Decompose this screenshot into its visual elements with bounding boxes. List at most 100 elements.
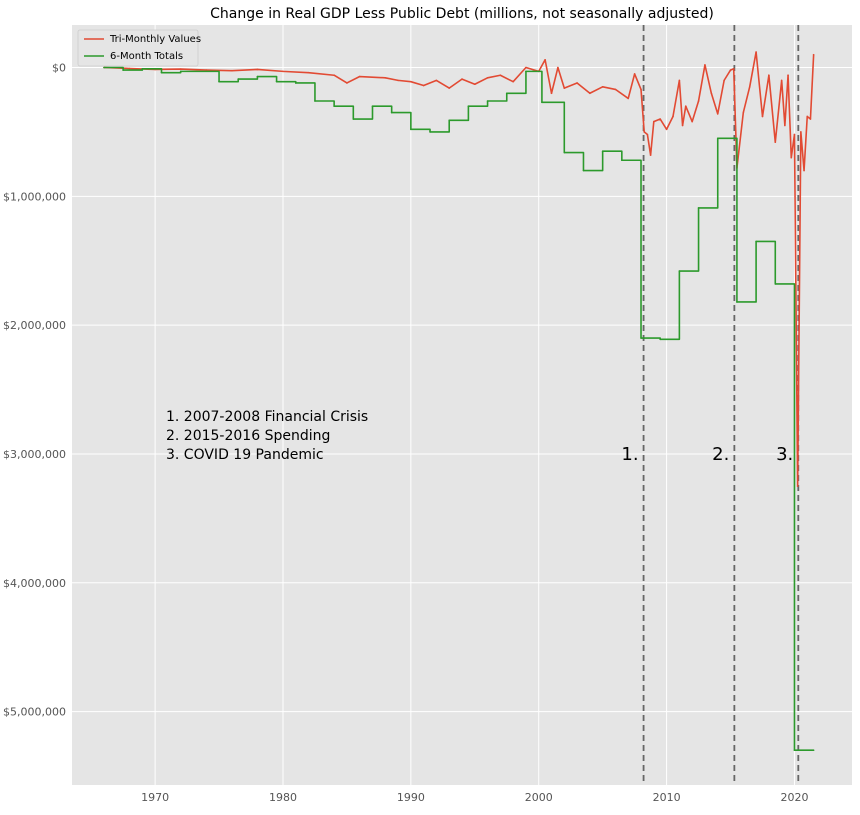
tri-monthly-point [774,141,777,144]
tri-monthly-point [557,66,559,69]
tri-monthly-point [563,87,566,89]
tri-monthly-point [800,131,802,133]
six-month-point [755,240,757,243]
six-month-point [390,111,393,114]
tri-monthly-point [461,78,463,80]
tri-monthly-point [665,128,668,131]
six-month-point [294,82,297,84]
six-month-point [448,119,451,122]
x-tick-label: 1990 [397,791,425,804]
six-month-point [601,150,604,153]
tri-monthly-point [410,80,412,83]
tri-monthly-point [499,74,502,77]
six-month-point [640,337,642,339]
tri-monthly-point [397,79,399,82]
tri-monthly-point [435,79,438,82]
six-month-point [237,78,240,80]
tri-monthly-point [780,79,783,82]
annotation-line-2: 2. 2015-2016 Spending [166,428,330,444]
tri-monthly-point [550,92,553,95]
six-month-point [141,67,144,70]
tri-monthly-point [282,70,284,73]
y-tick-label: $4,000,000 [3,577,66,590]
grid-layer [72,25,852,785]
tri-monthly-point [649,154,652,156]
legend-label-6-month: 6-Month Totals [110,51,183,62]
annotation-block: 1. 2007-2008 Financial Crisis 2. 2015-20… [166,409,368,463]
six-month-point [160,71,163,74]
six-month-point [659,338,661,341]
tri-monthly-point [809,118,812,120]
tri-monthly-point [704,64,706,66]
y-tick-label: $3,000,000 [3,448,66,461]
tri-monthly-point [812,53,815,56]
series-line-tri-monthly [103,51,815,487]
six-month-point [621,159,623,162]
tri-monthly-point [525,66,527,69]
series-layer [103,51,815,752]
tri-monthly-point [333,74,335,77]
x-tick-label: 2000 [525,791,553,804]
tri-monthly-point [732,67,735,70]
tri-monthly-point [643,131,646,133]
tri-monthly-point [422,84,425,87]
x-tick-label: 2010 [653,791,681,804]
tri-monthly-point [672,115,674,118]
six-month-point [582,169,585,172]
tri-monthly-point [544,58,546,61]
six-month-point [122,69,124,71]
tri-monthly-point [256,68,259,71]
six-month-point [352,118,355,120]
tri-monthly-point [614,88,617,91]
legend-label-tri-monthly: Tri-Monthly Values [109,34,201,45]
six-month-point [256,75,259,78]
tri-monthly-point [748,86,751,88]
tri-monthly-point [681,124,684,127]
tri-monthly-point [646,133,649,136]
annotation-line-1: 1. 2007-2008 Financial Crisis [166,409,368,425]
tri-monthly-point [716,113,719,115]
plot-area [72,25,852,785]
x-tick-label: 1980 [269,791,297,804]
tri-monthly-point [793,133,796,136]
tri-monthly-point [179,68,182,70]
y-tick-label: $2,000,000 [3,319,66,332]
tri-monthly-point [691,120,693,123]
tri-monthly-point [729,69,732,71]
six-month-point [467,105,470,107]
tri-monthly-point [768,74,770,77]
six-month-point [812,749,815,752]
legend-box [77,29,199,67]
six-month-point [179,70,182,73]
tri-monthly-point [231,69,233,72]
tri-monthly-point [784,124,786,127]
six-month-point [218,80,220,83]
tick-label-layer: $0 $1,000,000 $2,000,000 $3,000,000 $4,000,0… [3,62,808,804]
tri-monthly-point [803,169,805,172]
tri-monthly-point [576,82,578,84]
y-tick-label: $1,000,000 [3,190,66,203]
six-month-point [774,283,777,285]
chart-title: Change in Real GDP Less Public Debt (mil… [210,6,714,22]
x-tick-label: 2020 [780,791,808,804]
tri-monthly-point [448,87,451,89]
tri-monthly-point [761,115,764,118]
six-month-point [563,151,566,154]
tri-monthly-point [790,156,793,159]
tri-monthly-point [384,77,387,79]
tri-monthly-point [346,82,348,84]
tri-monthly-point [633,73,636,75]
six-month-point [505,92,508,95]
six-month-point [678,270,681,272]
six-month-point [410,128,412,131]
tri-monthly-point [128,67,131,70]
six-month-point [103,66,105,69]
tri-monthly-point [307,71,310,74]
legend: Tri-Monthly Values 6-Month Totals [77,29,201,67]
six-month-point [486,100,489,102]
tri-monthly-point [627,97,630,100]
tri-monthly-point [678,79,681,82]
tri-monthly-point [205,69,208,71]
y-tick-label: $5,000,000 [3,706,66,719]
